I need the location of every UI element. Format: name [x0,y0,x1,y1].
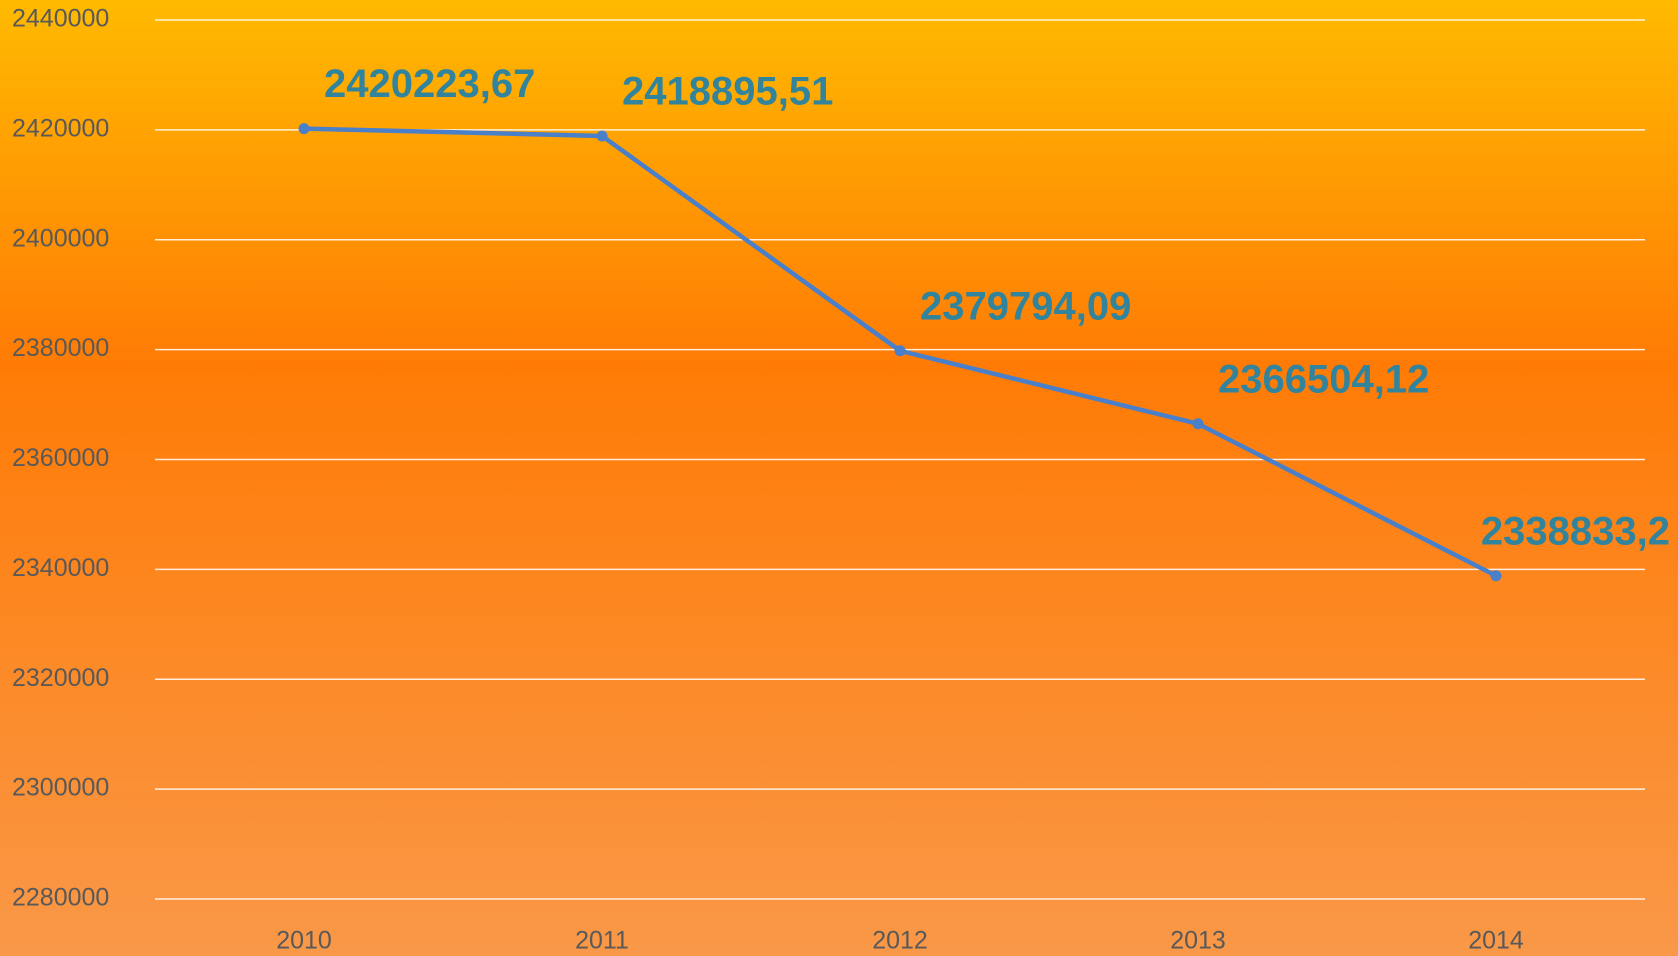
data-label: 2379794,09 [920,284,1131,328]
y-tick-label: 2400000 [12,224,109,252]
x-tick-label: 2010 [276,927,332,955]
data-label: 2420223,67 [324,62,535,106]
point [1192,418,1204,430]
data-label: 2338833,2 [1481,509,1670,553]
point [596,130,608,142]
x-tick-label: 2013 [1170,927,1226,955]
point [894,345,906,357]
y-tick-label: 2360000 [12,444,109,472]
x-tick-label: 2012 [872,927,928,955]
y-tick-label: 2280000 [12,884,109,912]
point [298,123,310,135]
y-tick-label: 2340000 [12,554,109,582]
y-tick-label: 2300000 [12,774,109,802]
point [1490,570,1502,582]
y-tick-label: 2440000 [12,5,109,33]
data-label: 2418895,51 [622,70,833,114]
y-tick-label: 2320000 [12,664,109,692]
y-tick-label: 2420000 [12,114,109,142]
y-tick-label: 2380000 [12,334,109,362]
x-tick-label: 2011 [575,927,629,955]
data-label: 2366504,12 [1218,357,1429,401]
x-tick-label: 2014 [1468,927,1524,955]
